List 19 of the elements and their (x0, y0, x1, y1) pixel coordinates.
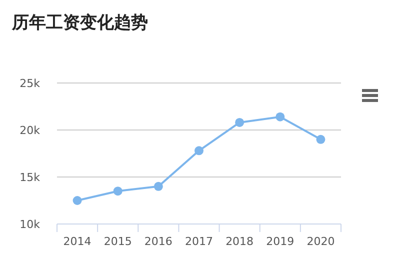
x-tick-label: 2019 (266, 235, 294, 248)
y-tick-label: 15k (20, 171, 41, 184)
point (72, 196, 82, 205)
y-tick-label: 20k (20, 124, 41, 137)
chart-title: 历年工资变化趋势 (11, 13, 148, 33)
point (194, 146, 204, 156)
x-tick-label: 2018 (226, 235, 254, 248)
x-tick-label: 2017 (185, 235, 213, 248)
y-tick-label: 25k (20, 77, 41, 90)
x-tick-label: 2016 (144, 235, 172, 248)
point (276, 112, 285, 122)
y-tick-label: 10k (20, 218, 41, 231)
x-tick-label: 2015 (104, 235, 132, 248)
x-tick-label: 2014 (63, 235, 92, 248)
x-tick-label: 2020 (306, 235, 335, 248)
point (235, 118, 244, 127)
point (316, 134, 326, 144)
point (154, 182, 163, 191)
point (113, 186, 122, 196)
